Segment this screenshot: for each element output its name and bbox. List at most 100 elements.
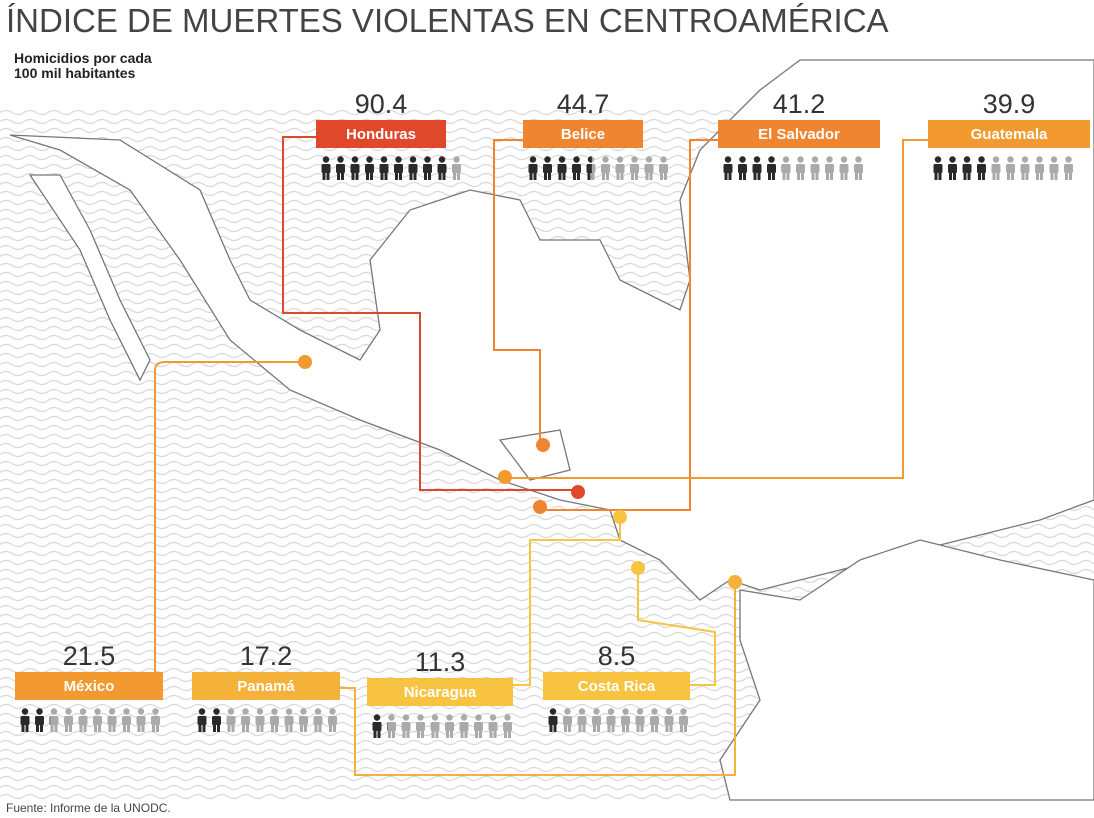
icon-leg xyxy=(636,724,640,732)
icon-body xyxy=(572,164,581,173)
icon-leg xyxy=(797,172,800,180)
icon-body xyxy=(644,164,654,173)
icon-head xyxy=(256,708,264,715)
icon-head xyxy=(417,714,424,721)
icon-head xyxy=(409,156,417,163)
icon-body xyxy=(1035,164,1044,173)
icon-head xyxy=(840,156,848,163)
icon-head xyxy=(351,156,359,163)
icon-leg xyxy=(844,172,848,180)
icon-body xyxy=(136,716,146,725)
icon-leg xyxy=(669,724,673,732)
icon-leg xyxy=(479,730,482,738)
icon-leg xyxy=(1007,172,1010,180)
icon-body xyxy=(416,722,425,731)
icon-body xyxy=(151,716,160,725)
icon-leg xyxy=(450,730,453,738)
icon-leg xyxy=(392,730,395,738)
icon-leg xyxy=(607,724,611,732)
icon-leg xyxy=(326,172,330,180)
icon-leg xyxy=(753,172,757,180)
icon-head xyxy=(1036,156,1043,163)
icon-body xyxy=(825,164,834,173)
icon-body xyxy=(379,164,389,173)
icon-leg xyxy=(318,724,322,732)
icon-leg xyxy=(549,724,553,732)
icon-leg xyxy=(606,172,609,180)
icon-body xyxy=(664,716,674,725)
icon-head xyxy=(395,156,402,163)
icon-leg xyxy=(840,172,844,180)
icon-leg xyxy=(1025,172,1029,180)
icon-head xyxy=(438,156,446,163)
map xyxy=(9,59,1094,801)
value-label: 41.2 xyxy=(773,89,826,119)
icon-leg xyxy=(591,172,592,180)
icon-leg xyxy=(757,172,761,180)
country-name: Honduras xyxy=(346,126,416,143)
pictogram xyxy=(528,156,668,180)
icon-head xyxy=(314,708,322,715)
pictogram xyxy=(933,156,1073,180)
icon-leg xyxy=(304,724,307,732)
icon-leg xyxy=(50,724,54,732)
connector xyxy=(493,139,541,445)
pictogram-filled xyxy=(20,708,51,732)
icon-leg xyxy=(108,724,112,732)
icon-leg xyxy=(395,172,398,180)
icon-body xyxy=(387,722,396,731)
icon-leg xyxy=(489,730,493,738)
icon-leg xyxy=(231,724,235,732)
icon-leg xyxy=(1054,172,1058,180)
icon-leg xyxy=(314,724,318,732)
pictogram xyxy=(372,714,512,738)
icon-head xyxy=(768,156,775,163)
icon-body xyxy=(452,164,461,173)
country-name: Costa Rica xyxy=(578,678,656,695)
icon-leg xyxy=(421,730,424,738)
icon-head xyxy=(811,156,819,163)
icon-leg xyxy=(300,724,303,732)
icon-body xyxy=(226,716,236,725)
icon-body xyxy=(977,164,986,173)
icon-leg xyxy=(548,172,551,180)
icon-leg xyxy=(953,172,956,180)
icon-leg xyxy=(684,724,687,732)
icon-head xyxy=(587,156,592,163)
icon-body xyxy=(284,716,294,725)
icon-leg xyxy=(406,730,410,738)
icon-leg xyxy=(504,730,507,738)
location-dot xyxy=(571,485,585,499)
icon-leg xyxy=(616,172,620,180)
icon-leg xyxy=(227,724,231,732)
icon-leg xyxy=(366,172,369,180)
icon-body xyxy=(408,164,418,173)
icon-leg xyxy=(724,172,728,180)
icon-leg xyxy=(739,172,742,180)
icon-leg xyxy=(123,724,126,732)
icon-head xyxy=(21,708,29,715)
icon-leg xyxy=(597,724,600,732)
icon-leg xyxy=(438,172,442,180)
icon-leg xyxy=(553,724,557,732)
icon-leg xyxy=(464,730,468,738)
icon-leg xyxy=(69,724,72,732)
icon-head xyxy=(549,708,557,715)
icon-leg xyxy=(578,724,582,732)
icon-body xyxy=(933,164,943,173)
icon-leg xyxy=(202,724,206,732)
icon-head xyxy=(1065,156,1072,163)
subtitle: 100 mil habitantes xyxy=(14,65,136,81)
icon-body xyxy=(270,716,279,725)
icon-head xyxy=(137,708,145,715)
source: Fuente: Informe de la UNODC. xyxy=(6,801,171,815)
pictogram-filled xyxy=(528,156,592,180)
icon-body xyxy=(601,164,610,173)
icon-head xyxy=(651,708,658,715)
icon-leg xyxy=(664,172,667,180)
icon-body xyxy=(197,716,207,725)
icon-leg xyxy=(728,172,732,180)
icon-leg xyxy=(1036,172,1039,180)
icon-leg xyxy=(587,172,591,180)
